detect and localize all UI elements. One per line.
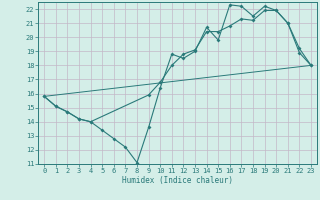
X-axis label: Humidex (Indice chaleur): Humidex (Indice chaleur)	[122, 176, 233, 185]
